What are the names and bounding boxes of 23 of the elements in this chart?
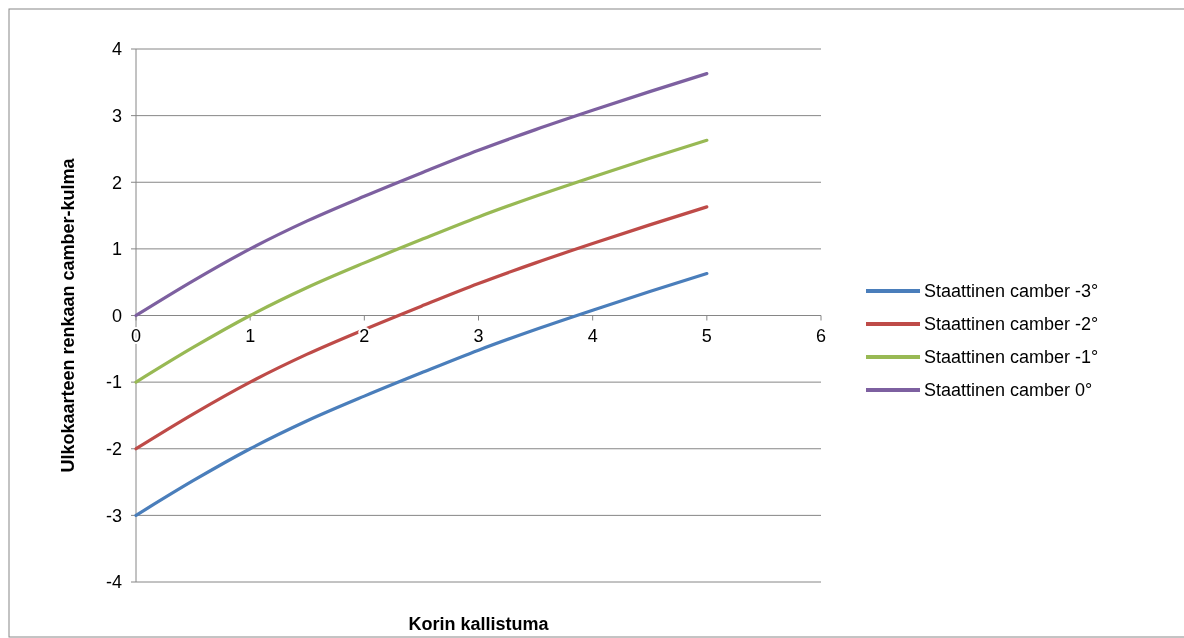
x-tick-label: 3	[473, 325, 484, 346]
x-tick-label: 1	[245, 325, 256, 346]
x-axis-title: Korin kallistuma	[408, 614, 550, 634]
y-tick-label: -4	[105, 572, 122, 593]
y-tick-label: 3	[111, 105, 122, 126]
y-tick-label: 2	[111, 172, 122, 193]
legend-label: Staattinen camber -1°	[924, 347, 1099, 368]
x-tick-label: 0	[130, 325, 142, 346]
x-tick-label: 4	[587, 325, 598, 346]
legend-label: Staattinen camber 0°	[924, 380, 1093, 401]
y-tick-label: 4	[111, 39, 122, 60]
y-tick-label: -3	[105, 505, 122, 526]
y-axis-title: Ulkokaarteen renkaan camber-kulma	[58, 157, 78, 473]
y-tick-label: 1	[111, 239, 122, 260]
y-tick-label: -2	[105, 439, 122, 460]
x-tick-label: 2	[359, 325, 370, 346]
y-tick-label: 0	[111, 305, 122, 326]
x-tick-label: 6	[815, 325, 827, 346]
legend-label: Staattinen camber -2°	[924, 314, 1099, 335]
legend-label: Staattinen camber -3°	[924, 281, 1099, 302]
line-series	[134, 72, 709, 318]
x-tick-label: 5	[701, 325, 712, 346]
y-tick-label: -1	[105, 372, 122, 393]
